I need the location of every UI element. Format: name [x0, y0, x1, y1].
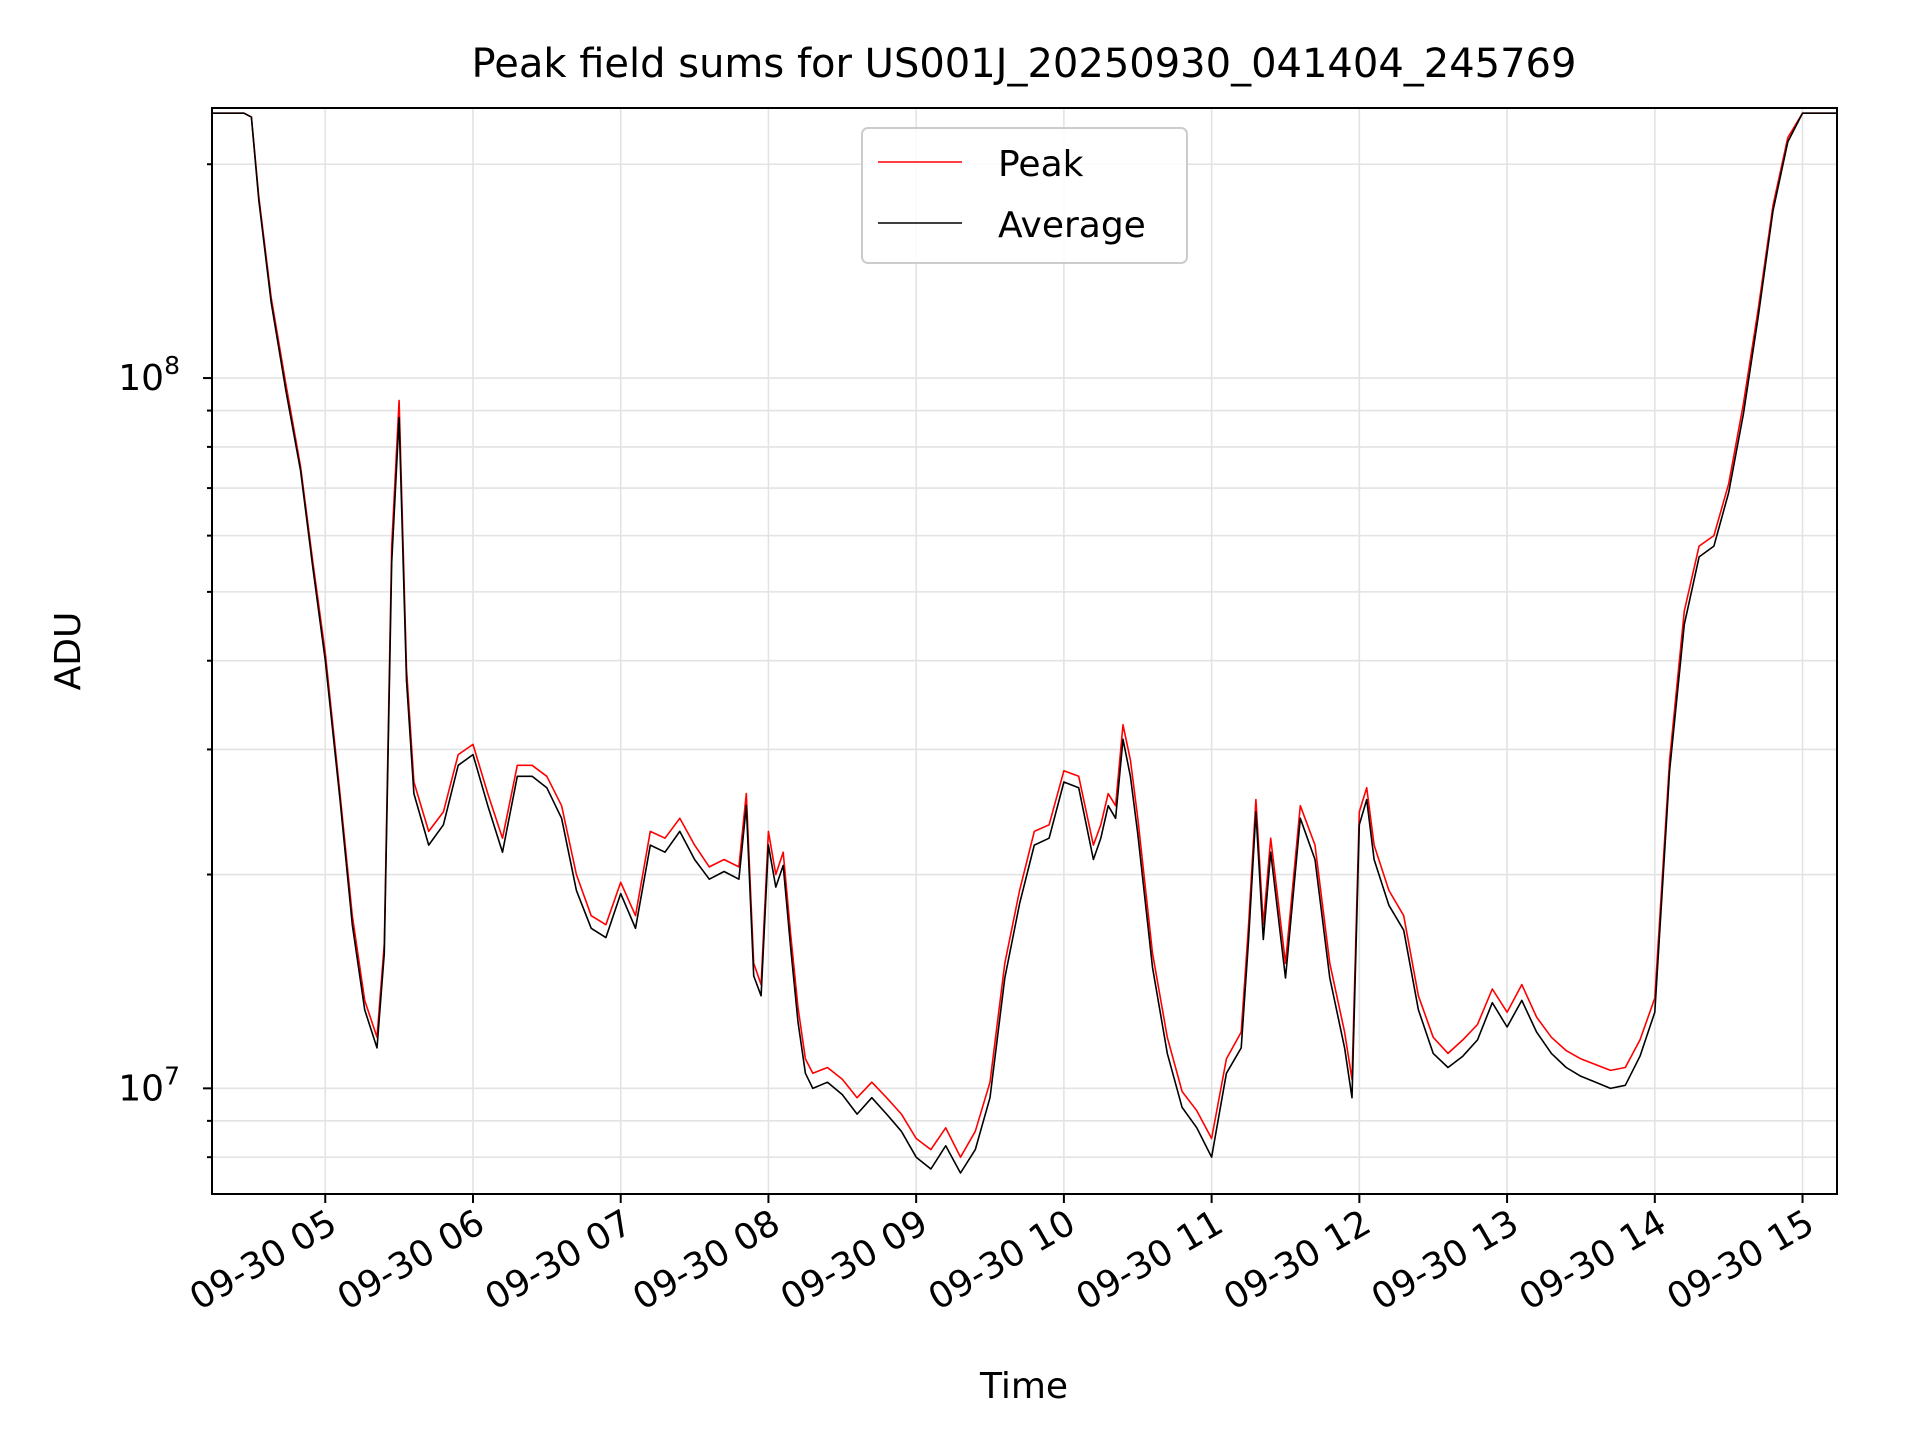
x-tick-label: 09-30 14 — [1513, 1202, 1674, 1318]
series-layer — [212, 112, 1837, 1174]
y-axis-label: ADU — [48, 612, 89, 691]
y-tick-label: 108 — [118, 351, 180, 399]
x-tick-label: 09-30 15 — [1660, 1202, 1821, 1318]
chart-title: Peak field sums for US001J_20250930_0414… — [472, 41, 1577, 87]
plot-frame — [211, 107, 1838, 1195]
x-tick-label: 09-30 12 — [1217, 1202, 1378, 1318]
series-line-average — [212, 112, 1837, 1174]
x-axis-label: Time — [979, 1366, 1068, 1407]
grid-lines — [212, 108, 1837, 1194]
x-tick-label: 09-30 05 — [183, 1202, 344, 1318]
x-tick-label: 09-30 08 — [626, 1202, 787, 1318]
x-tick-label: 09-30 09 — [774, 1202, 935, 1318]
legend-label-average: Average — [998, 205, 1146, 246]
x-tick-label: 09-30 11 — [1069, 1202, 1230, 1318]
series-line-peak — [212, 112, 1837, 1158]
y-tick-label: 107 — [118, 1061, 180, 1109]
y-axis: 107 108 — [118, 163, 212, 1159]
x-tick-label: 09-30 06 — [331, 1202, 492, 1318]
legend: Peak Average — [861, 127, 1188, 264]
x-tick-label: 09-30 10 — [922, 1202, 1083, 1318]
legend-label-peak: Peak — [998, 144, 1084, 185]
x-tick-label: 09-30 07 — [479, 1202, 640, 1318]
x-tick-label: 09-30 13 — [1365, 1202, 1526, 1318]
